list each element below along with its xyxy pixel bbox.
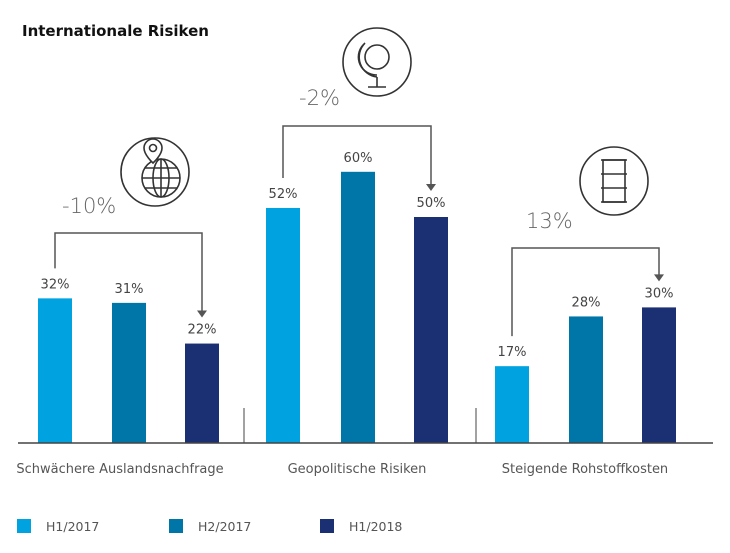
change-label: -10% [62, 194, 116, 218]
bar-h1-2017 [495, 366, 529, 443]
legend-swatch-h1-2018 [320, 519, 334, 533]
change-brackets-layer: -10% -2% 13% [54, 86, 664, 337]
arrowhead-icon [426, 184, 436, 191]
desk-globe-icon [342, 27, 412, 97]
data-label: 22% [188, 323, 217, 338]
bar-h2-2017 [112, 302, 146, 443]
bar-h2-2017 [341, 171, 375, 444]
legend-label: H1/2018 [349, 519, 402, 534]
bar-h1-2017 [266, 207, 300, 443]
legend-swatch-h1-2017 [17, 519, 31, 533]
bar-h1-2017 [38, 298, 72, 443]
change-bracket [282, 125, 432, 185]
legend-swatch-h2-2017 [169, 519, 183, 533]
data-label: 32% [41, 277, 70, 292]
data-label: 52% [269, 187, 298, 202]
bar-h1-2018 [642, 307, 676, 443]
oil-barrel-icon [579, 146, 649, 216]
legend: H1/2017 H2/2017 H1/2018 [17, 519, 402, 534]
data-label: 31% [115, 282, 144, 297]
change-bracket [511, 247, 660, 337]
category-label: Steigende Rohstoffkosten [502, 462, 668, 477]
data-label: 17% [498, 345, 527, 360]
arrowhead-icon [197, 310, 207, 318]
data-label: 30% [645, 286, 674, 301]
data-label: 50% [417, 196, 446, 211]
bars-layer: 32% 52% 17% 31% 60% 28% 22% 50% 30% [38, 151, 676, 444]
bar-h2-2017 [569, 316, 603, 443]
change-bracket [54, 232, 203, 312]
globe-location-icon [120, 137, 190, 207]
bar-h1-2018 [414, 217, 448, 443]
chart-title: Internationale Risiken [22, 22, 209, 40]
bar-h1-2018 [185, 343, 219, 443]
change-label: 13% [526, 209, 573, 233]
category-label: Schwächere Auslandsnachfrage [16, 462, 223, 477]
legend-label: H2/2017 [198, 519, 251, 534]
change-label: -2% [299, 86, 340, 110]
category-label: Geopolitische Risiken [288, 462, 427, 477]
arrowhead-icon [654, 274, 664, 282]
data-label: 60% [344, 151, 373, 166]
data-label: 28% [572, 295, 601, 310]
legend-label: H1/2017 [46, 519, 99, 534]
